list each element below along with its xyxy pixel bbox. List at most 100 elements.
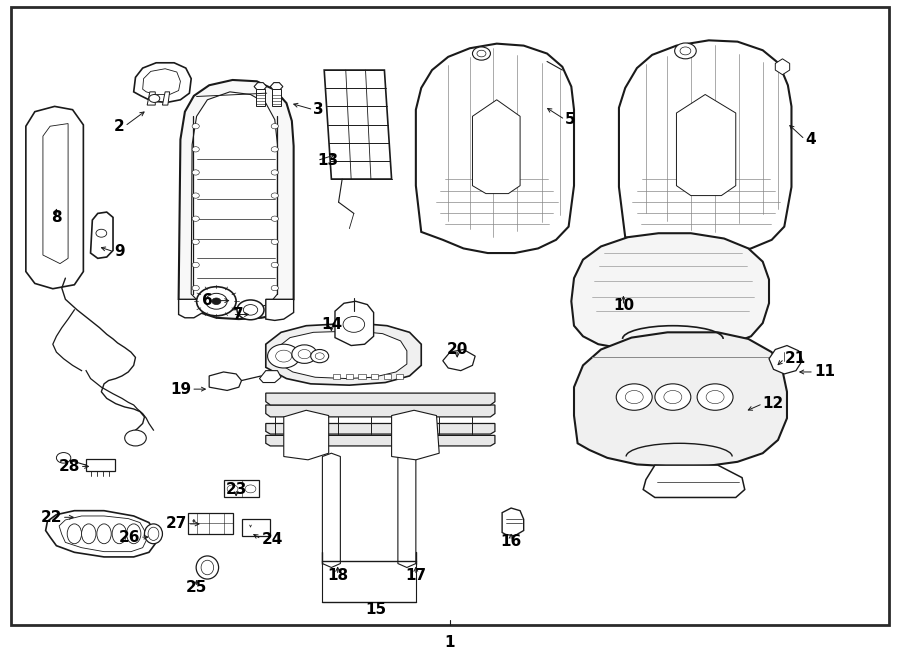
Polygon shape <box>335 301 374 346</box>
Circle shape <box>655 384 691 410</box>
Ellipse shape <box>145 524 162 544</box>
Circle shape <box>271 285 278 291</box>
Bar <box>187 512 232 534</box>
Polygon shape <box>769 346 802 374</box>
Circle shape <box>626 391 644 404</box>
Polygon shape <box>270 83 283 91</box>
Circle shape <box>616 384 652 410</box>
Bar <box>256 89 265 107</box>
Circle shape <box>472 47 490 60</box>
Circle shape <box>680 47 691 55</box>
Polygon shape <box>277 331 407 379</box>
Circle shape <box>271 239 278 244</box>
Polygon shape <box>26 107 84 289</box>
Circle shape <box>706 391 724 404</box>
Bar <box>272 89 281 107</box>
Bar <box>241 518 270 536</box>
Polygon shape <box>134 63 191 103</box>
Circle shape <box>675 43 697 59</box>
Text: 22: 22 <box>40 510 62 525</box>
Circle shape <box>292 345 317 363</box>
Circle shape <box>192 147 199 152</box>
Text: 6: 6 <box>202 293 212 308</box>
Text: 13: 13 <box>317 153 338 168</box>
Circle shape <box>267 344 300 368</box>
Polygon shape <box>333 374 340 379</box>
Circle shape <box>149 95 159 103</box>
Polygon shape <box>178 299 202 318</box>
Text: 25: 25 <box>186 580 207 595</box>
Ellipse shape <box>196 556 219 579</box>
Polygon shape <box>284 410 328 460</box>
Text: 5: 5 <box>565 112 576 127</box>
Circle shape <box>477 50 486 57</box>
Circle shape <box>192 285 199 291</box>
Circle shape <box>192 193 199 198</box>
Text: 17: 17 <box>405 568 427 583</box>
Polygon shape <box>775 59 789 75</box>
Polygon shape <box>178 80 293 319</box>
Polygon shape <box>259 371 281 383</box>
Text: 4: 4 <box>805 132 815 147</box>
Circle shape <box>205 293 227 309</box>
Circle shape <box>227 485 238 493</box>
Polygon shape <box>324 70 392 179</box>
Ellipse shape <box>127 524 141 544</box>
Text: 11: 11 <box>814 365 835 379</box>
Text: 15: 15 <box>365 602 387 617</box>
Circle shape <box>192 216 199 221</box>
Polygon shape <box>371 374 378 379</box>
Polygon shape <box>266 436 495 446</box>
Text: 21: 21 <box>784 352 806 366</box>
Circle shape <box>271 147 278 152</box>
Polygon shape <box>392 410 439 460</box>
Circle shape <box>271 216 278 221</box>
Text: 28: 28 <box>58 459 80 474</box>
Polygon shape <box>148 92 156 105</box>
Ellipse shape <box>82 524 96 544</box>
Text: 10: 10 <box>613 299 634 313</box>
Polygon shape <box>266 299 293 320</box>
Ellipse shape <box>201 560 213 575</box>
Polygon shape <box>266 323 421 385</box>
Text: 18: 18 <box>327 568 348 583</box>
Polygon shape <box>574 332 787 467</box>
Ellipse shape <box>112 524 127 544</box>
Circle shape <box>237 300 264 320</box>
Polygon shape <box>502 508 524 536</box>
Text: 23: 23 <box>225 482 247 497</box>
Text: 16: 16 <box>500 534 522 549</box>
Polygon shape <box>677 95 736 195</box>
Bar <box>223 481 259 497</box>
Circle shape <box>298 350 310 359</box>
Ellipse shape <box>68 524 82 544</box>
Text: 24: 24 <box>261 532 283 547</box>
Circle shape <box>343 316 364 332</box>
Polygon shape <box>398 453 416 567</box>
Ellipse shape <box>148 527 159 540</box>
Circle shape <box>212 298 220 305</box>
Ellipse shape <box>97 524 112 544</box>
Circle shape <box>245 485 256 493</box>
Text: 14: 14 <box>320 317 342 332</box>
Circle shape <box>192 124 199 129</box>
Text: 2: 2 <box>114 118 125 134</box>
Polygon shape <box>266 393 495 405</box>
Text: 20: 20 <box>446 342 468 357</box>
Circle shape <box>271 170 278 175</box>
Circle shape <box>271 193 278 198</box>
Polygon shape <box>191 92 277 310</box>
Circle shape <box>192 262 199 267</box>
Polygon shape <box>43 124 68 263</box>
Circle shape <box>192 170 199 175</box>
Text: 8: 8 <box>51 210 62 225</box>
Circle shape <box>243 305 257 315</box>
Polygon shape <box>143 69 180 95</box>
Polygon shape <box>383 374 391 379</box>
Polygon shape <box>572 233 769 351</box>
Text: 9: 9 <box>114 244 124 260</box>
Circle shape <box>664 391 682 404</box>
Polygon shape <box>266 424 495 434</box>
Circle shape <box>315 353 324 359</box>
Circle shape <box>192 239 199 244</box>
